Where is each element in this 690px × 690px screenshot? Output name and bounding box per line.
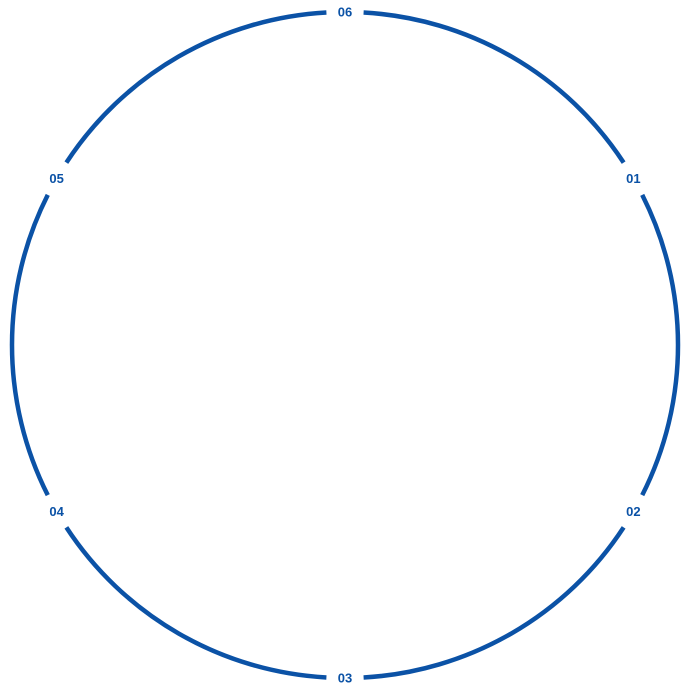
circle-arc-segment xyxy=(640,193,681,497)
circle-arc-segment xyxy=(363,526,626,680)
step-label-06: 06 xyxy=(338,4,352,19)
circle-arc-segment xyxy=(9,193,50,497)
step-label-03: 03 xyxy=(338,670,352,685)
circle-arc-segment xyxy=(64,526,327,680)
step-label-04: 04 xyxy=(49,504,64,519)
step-label-01: 01 xyxy=(626,171,640,186)
circle-arc-segment xyxy=(363,10,626,164)
step-label-02: 02 xyxy=(626,504,640,519)
step-label-05: 05 xyxy=(49,171,63,186)
circle-arc-segment xyxy=(64,10,327,164)
